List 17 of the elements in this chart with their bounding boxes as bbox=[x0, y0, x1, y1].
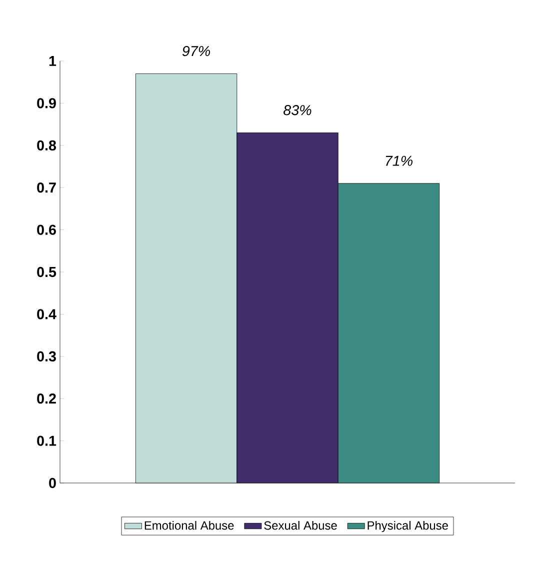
y-tick-label: 0.2 bbox=[37, 394, 56, 404]
legend-label: Physical Abuse bbox=[368, 520, 448, 532]
y-tick-label: 0.6 bbox=[37, 224, 56, 235]
y-tick-label: 0.5 bbox=[37, 266, 56, 278]
data-label: 71% bbox=[386, 156, 412, 166]
y-tick-label: 1 bbox=[49, 56, 56, 66]
y-tick-label: 0 bbox=[49, 478, 56, 488]
y-tick-label: 0.8 bbox=[37, 140, 56, 150]
legend-label: Sexual Abuse bbox=[264, 520, 337, 530]
legend-label: Emotional Abuse bbox=[144, 520, 234, 530]
y-tick-label: 0.3 bbox=[37, 351, 56, 362]
y-tick-label: 0.4 bbox=[37, 309, 56, 320]
data-label: 97% bbox=[182, 46, 210, 56]
y-tick-label: 0.1 bbox=[37, 436, 56, 446]
y-tick-label: 0.7 bbox=[37, 182, 56, 193]
y-tick-label: 0.9 bbox=[37, 98, 56, 108]
data-label: 83% bbox=[284, 105, 312, 116]
